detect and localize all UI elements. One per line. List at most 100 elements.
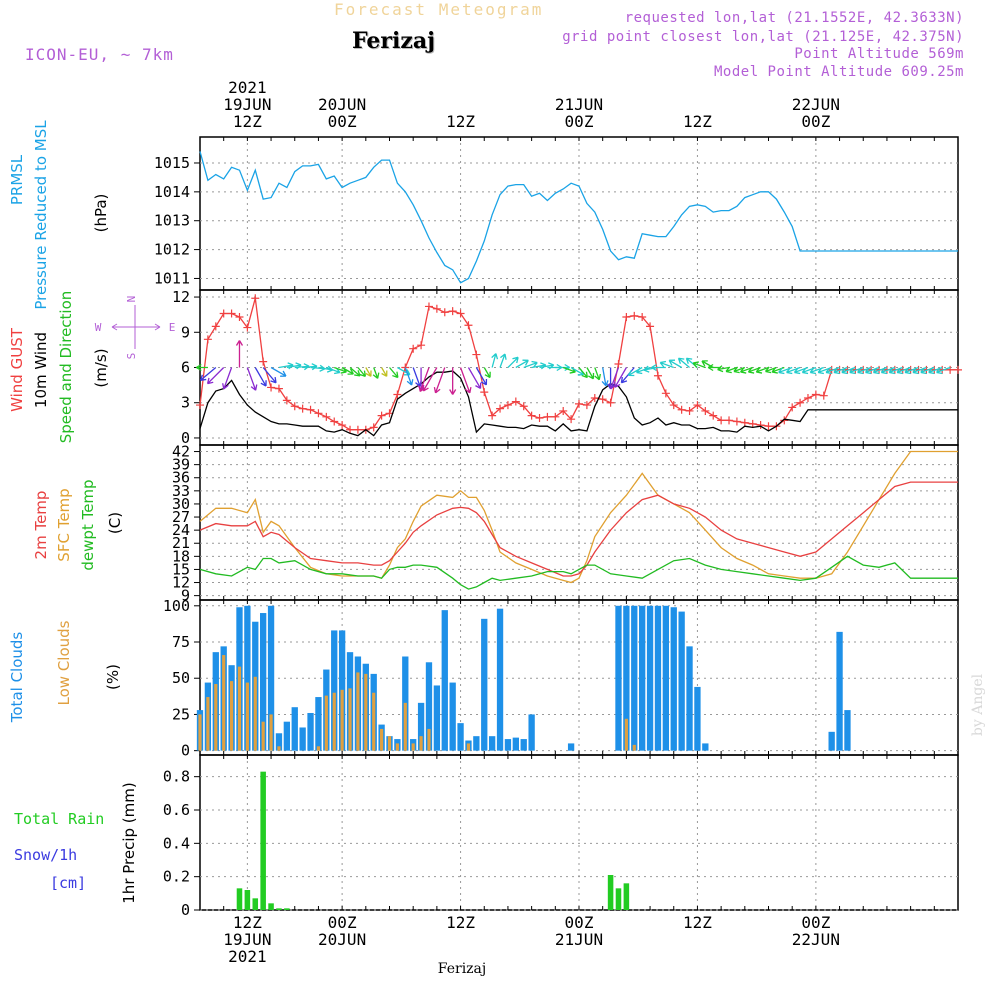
wind-direction-arrow — [578, 367, 588, 379]
top-date-label: 22JUN — [792, 95, 840, 114]
wind-direction-arrow — [365, 367, 372, 377]
info-line-gridpoint: grid point closest lon,lat (21.125E, 42.… — [562, 29, 964, 45]
total-cloud-bar — [260, 613, 267, 751]
wind-direction-arrow — [755, 366, 769, 374]
total-cloud-bar — [417, 702, 425, 751]
wind-direction-arrow — [601, 367, 609, 387]
bottom-year-label: 2021 — [228, 947, 267, 966]
info-line-requested: requested lon,lat (21.1552E, 42.3633N) — [624, 10, 964, 26]
y-tick-label: 15 — [172, 560, 190, 578]
gust-line-marker — [748, 419, 757, 428]
wind-direction-arrow — [523, 360, 538, 369]
total-cloud-bar — [291, 707, 298, 751]
wind-direction-arrow — [270, 366, 287, 377]
label-pressure-msl: Pressure Reduced to MSL — [32, 120, 50, 310]
wind-direction-arrow — [246, 367, 258, 391]
gust-line-marker — [819, 391, 828, 400]
gust-line-marker — [432, 304, 441, 313]
gust-line-marker — [282, 396, 291, 405]
total-cloud-bar — [654, 605, 662, 751]
total-cloud-bar — [623, 605, 630, 751]
wind-direction-arrow — [614, 367, 627, 388]
rain-bar — [607, 875, 614, 910]
label-10m-wind: 10m Wind — [32, 332, 50, 408]
info-line-model-altitude: Model Point Altitude 609.25m — [713, 64, 964, 80]
gust-line-marker — [685, 406, 694, 415]
gust-line-marker — [267, 383, 276, 392]
gust-line-marker — [811, 390, 820, 399]
panel-clouds — [194, 599, 959, 756]
gust-line-marker — [472, 350, 481, 359]
bottom-time-label: 12Z — [233, 913, 262, 932]
total-cloud-bar — [646, 605, 654, 751]
total-cloud-bar — [244, 605, 251, 751]
low-cloud-bar — [395, 743, 399, 751]
gust-line-marker — [464, 321, 473, 330]
low-cloud-bar — [356, 672, 360, 751]
rain-bar — [252, 898, 259, 910]
y-tick-label: 18 — [172, 547, 190, 565]
gust-line-marker — [259, 357, 268, 366]
low-cloud-bar — [411, 743, 415, 751]
total-cloud-bar — [528, 714, 535, 751]
bottom-time-label: 12Z — [683, 913, 712, 932]
wind-direction-arrow — [475, 367, 488, 386]
gust-line-marker — [740, 418, 749, 427]
wind-direction-arrow — [206, 367, 225, 385]
top-date-label: 19JUN — [223, 95, 271, 114]
low-cloud-bar — [332, 692, 336, 751]
wind-direction-arrow — [659, 360, 674, 369]
compass-south: S — [125, 353, 138, 360]
wind-direction-arrow — [254, 367, 267, 387]
ylabel-pressure: (hPa) — [92, 194, 110, 233]
footer-city: Ferizaj — [438, 961, 486, 977]
dewpt-line — [199, 555, 958, 590]
rain-bar — [284, 908, 290, 910]
total-cloud-bar — [678, 611, 685, 751]
y-tick-label: 0 — [181, 742, 190, 760]
low-cloud-bar — [237, 666, 242, 751]
label-low-clouds: Low Clouds — [55, 620, 73, 705]
gust-line-marker — [496, 404, 505, 413]
gust-line-marker — [535, 413, 544, 422]
gust-line-marker — [661, 389, 670, 398]
y-tick-label: 36 — [172, 469, 190, 487]
gust-line-marker — [377, 411, 386, 420]
gust-line-marker — [559, 406, 568, 415]
total-cloud-bar — [425, 662, 433, 751]
gust-line-marker — [393, 390, 402, 399]
low-cloud-bar — [348, 688, 352, 751]
bottom-date-label: 22JUN — [792, 930, 840, 949]
y-tick-label: 1014 — [154, 183, 190, 201]
wind-direction-arrow — [235, 340, 244, 368]
low-cloud-bar — [380, 728, 384, 751]
y-tick-label: 24 — [172, 521, 190, 539]
low-cloud-bar — [340, 689, 344, 751]
gust-line-marker — [511, 397, 520, 406]
y-tick-label: 0.2 — [163, 868, 190, 886]
gust-line-marker — [764, 422, 773, 431]
label-snow: Snow/1h — [14, 846, 77, 864]
compass-north: N — [125, 296, 138, 303]
total-cloud-bar — [267, 605, 275, 751]
chart-title: Forecast Meteogram — [334, 0, 544, 19]
label-snow-unit: [cm] — [50, 874, 86, 892]
total-cloud-bar — [307, 712, 314, 751]
total-cloud-bar — [433, 685, 441, 751]
low-cloud-bar — [269, 714, 273, 751]
gust-line-marker — [590, 394, 599, 403]
y-tick-label: 0 — [181, 901, 190, 919]
gust-line-marker — [417, 341, 426, 350]
gust-line-marker — [488, 411, 497, 420]
rain-bar — [260, 771, 266, 910]
top-time-label: 00Z — [328, 112, 357, 131]
top-time-label: 12Z — [233, 112, 262, 131]
y-tick-label: 50 — [172, 669, 190, 687]
total-cloud-bar — [615, 605, 622, 751]
total-cloud-bar — [504, 739, 512, 751]
wind-direction-arrow — [357, 367, 367, 378]
total-cloud-bar — [512, 737, 519, 751]
bottom-date-label: 19JUN — [223, 930, 271, 949]
wind-direction-arrow — [515, 359, 529, 369]
